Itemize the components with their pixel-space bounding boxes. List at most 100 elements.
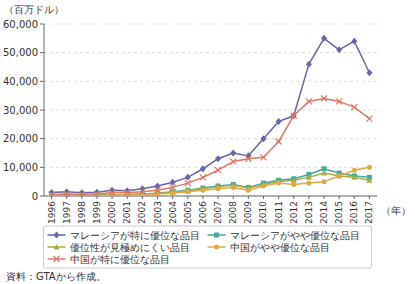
marker: [306, 181, 311, 186]
marker-stroke: [321, 96, 327, 102]
marker: [260, 135, 266, 142]
marker-stroke: [366, 116, 372, 122]
x-tick: [248, 196, 249, 199]
background: [0, 0, 415, 284]
marker: [200, 188, 205, 193]
marker: [230, 159, 236, 165]
marker-stroke: [124, 190, 130, 196]
x-tick: [142, 196, 143, 199]
marker-stroke: [321, 96, 327, 102]
legend-label: マレーシアが特に優位な品目: [70, 230, 200, 241]
marker: [185, 188, 191, 193]
marker: [322, 179, 327, 184]
x-tick-label: 2007: [213, 201, 223, 224]
marker: [306, 98, 312, 104]
marker-stroke: [351, 104, 357, 110]
marker-stroke: [109, 190, 115, 196]
y-tick-label: 30,000: [3, 105, 38, 116]
marker: [170, 191, 175, 196]
marker: [291, 182, 296, 187]
marker-stroke: [351, 104, 357, 110]
x-tick-label: 2000: [107, 201, 117, 224]
legend-item: マレーシアが特に優位な品目: [48, 230, 200, 241]
series: [49, 165, 372, 196]
chart: 010,00020,00030,00040,00050,00060,000199…: [0, 0, 415, 284]
y-tick-label: 50,000: [3, 47, 38, 58]
x-tick: [51, 196, 52, 199]
y-axis-line: [44, 24, 45, 196]
marker-stroke: [260, 154, 266, 160]
legend-label: 優位性が見極めにくい品目: [70, 242, 190, 253]
marker: [306, 174, 312, 179]
marker: [291, 113, 297, 119]
marker-stroke: [276, 139, 282, 145]
y-tick: [40, 110, 44, 111]
legend-item: 優位性が見極めにくい品目: [48, 242, 190, 253]
grid-line: [44, 167, 377, 168]
series-line: [52, 99, 370, 195]
x-tick: [172, 196, 173, 199]
grid-line: [44, 110, 377, 111]
legend-marker: [54, 232, 60, 239]
marker-stroke: [230, 159, 236, 165]
marker: [351, 104, 357, 110]
marker-stroke: [260, 154, 266, 160]
marker-stroke: [366, 116, 372, 122]
legend-frame: [44, 226, 372, 268]
marker: [291, 112, 297, 119]
grid-line: [44, 81, 377, 82]
source-note: 資料：GTAから作成。: [6, 271, 106, 282]
axes: 010,00020,00030,00040,00050,00060,000199…: [3, 19, 377, 224]
y-tick: [40, 138, 44, 139]
x-tick-label: 2010: [258, 201, 268, 224]
grid: [44, 24, 377, 196]
marker-stroke: [200, 174, 206, 180]
marker: [366, 177, 372, 182]
plot-area: [49, 35, 373, 196]
grid-line: [44, 24, 377, 25]
marker: [291, 177, 297, 182]
x-tick: [233, 196, 234, 199]
x-tick: [218, 196, 219, 199]
marker-stroke: [215, 167, 221, 173]
marker: [109, 190, 115, 196]
marker: [215, 155, 221, 162]
marker: [276, 118, 282, 125]
x-tick-label: 2015: [334, 201, 344, 224]
x-tick: [127, 196, 128, 199]
legend-marker: [214, 245, 219, 250]
y-tick-label: 60,000: [3, 19, 38, 30]
marker-stroke: [94, 191, 100, 196]
marker-stroke: [54, 256, 60, 262]
grid-line: [44, 138, 377, 139]
legend: マレーシアが特に優位な品目マレーシアがやや優位な品目優位性が見極めにくい品目中国…: [44, 226, 372, 268]
marker-stroke: [49, 192, 55, 196]
x-tick-label: 2011: [274, 201, 284, 224]
x-tick: [324, 196, 325, 199]
x-tick: [369, 196, 370, 199]
y-tick-label: 10,000: [3, 162, 38, 173]
marker: [64, 191, 70, 196]
marker: [230, 150, 236, 157]
marker-stroke: [109, 190, 115, 196]
marker: [200, 174, 206, 180]
x-tick-label: 1999: [92, 201, 102, 224]
x-tick-label: 2004: [168, 201, 178, 224]
marker: [260, 154, 266, 160]
x-tick-label: 1998: [77, 201, 87, 224]
marker: [276, 181, 281, 186]
marker: [366, 69, 372, 76]
legend-marker: [214, 233, 219, 238]
x-tick-label: 1996: [47, 201, 57, 224]
grid-line: [44, 52, 377, 53]
x-tick: [187, 196, 188, 199]
marker-stroke: [49, 192, 55, 196]
marker-stroke: [245, 156, 251, 162]
series-line: [52, 38, 370, 193]
x-tick-label: 2005: [183, 201, 193, 224]
marker-stroke: [79, 192, 85, 196]
x-tick-label: 2008: [228, 201, 238, 224]
marker: [306, 61, 312, 68]
x-tick-label: 2006: [198, 201, 208, 224]
marker: [185, 180, 191, 186]
